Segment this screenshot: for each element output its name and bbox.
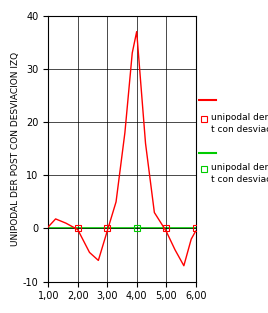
Y-axis label: UNIPODAL DER POST CON DESVIACION IZQ: UNIPODAL DER POST CON DESVIACION IZQ [11,52,20,246]
Text: t con desviacion izq: t con desviacion izq [211,176,268,184]
Text: unipodal derecho po: unipodal derecho po [211,113,268,122]
Text: unipodal derecho po: unipodal derecho po [211,163,268,172]
Text: t con desviacion izq: t con desviacion izq [211,126,268,134]
